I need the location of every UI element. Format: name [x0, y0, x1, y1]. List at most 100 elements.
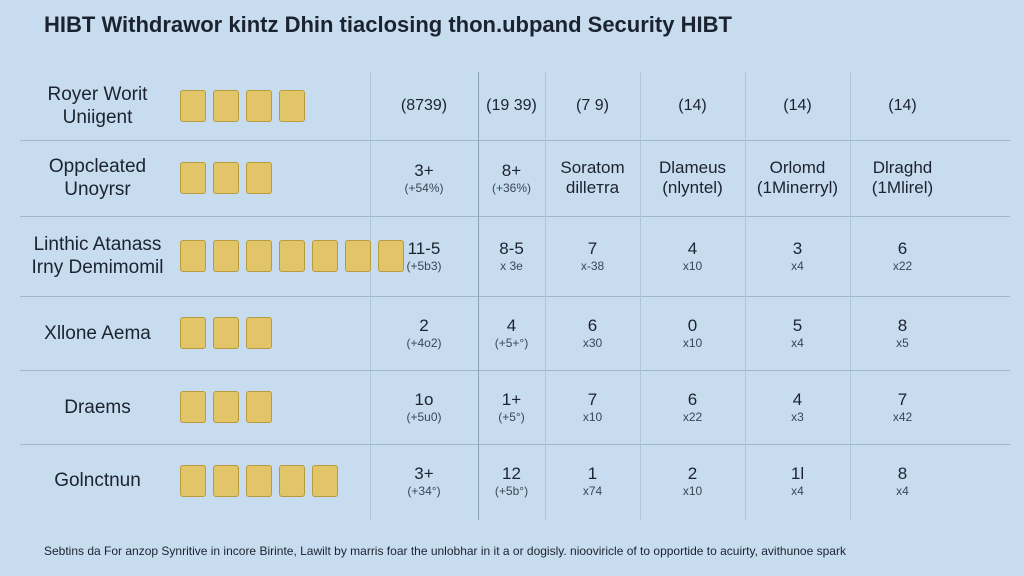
icon — [180, 464, 206, 497]
cell-note: (1Minerryl) — [756, 178, 839, 197]
cell-note: (nlyntel) — [662, 178, 723, 197]
table-cell: 3 x4 — [745, 216, 850, 296]
cell-value: 2 — [687, 463, 698, 483]
table-cell: 5 x4 — [745, 296, 850, 370]
cell-note: (+5b3) — [406, 259, 442, 273]
cell-value: 2 — [419, 316, 429, 335]
table-cell: Dlraghd (1Mlirel) — [850, 140, 955, 216]
cell-value: 3+ — [414, 463, 434, 483]
row-label: Oppcleated Unoyrsr — [48, 156, 147, 200]
cell-value: 8 — [897, 316, 908, 335]
table-cell: 2 (+4o2) — [370, 296, 478, 370]
cell-value: 11-5 — [407, 239, 441, 258]
cell-note: (+34°) — [407, 483, 441, 498]
column-header: (14) — [888, 97, 917, 114]
cell-note: x74 — [582, 483, 603, 498]
cell-value: 4 — [687, 239, 698, 258]
table-cell: 4 x10 — [640, 216, 745, 296]
icon — [213, 391, 239, 423]
cell-note: (1Mlirel) — [871, 178, 934, 197]
cell-note: x4 — [791, 336, 804, 350]
icon — [180, 90, 206, 122]
icon-group — [180, 162, 272, 194]
cell-value: Dlameus — [658, 158, 727, 177]
table-cell: 3+ (+34°) — [370, 444, 478, 517]
cell-value: 3 — [792, 239, 803, 258]
cell-note: (+5°) — [498, 410, 525, 424]
cell-note: x42 — [892, 410, 913, 424]
table-cell: 6 x22 — [850, 216, 955, 296]
footer: Sebtins da For anzop Synritive in incore… — [44, 544, 846, 558]
icon — [213, 90, 239, 122]
table-cell: Dlameus (nlyntel) — [640, 140, 745, 216]
cell-value: 5 — [792, 316, 803, 335]
row-divider — [20, 216, 1010, 217]
icon — [180, 240, 206, 272]
icon-group — [180, 240, 404, 272]
icon — [246, 90, 272, 122]
column-divider — [745, 72, 746, 520]
cell-value: 1 — [587, 463, 598, 483]
icon-group — [180, 464, 338, 497]
table-cell: 1o (+5u0) — [370, 370, 478, 444]
cell-value: Orlomd — [769, 158, 826, 177]
cell-value: 4 — [792, 390, 803, 409]
icon — [378, 240, 404, 272]
cell-note: (+5u0) — [406, 410, 442, 424]
table-cell: 8-5 x 3e — [478, 216, 545, 296]
column-divider — [640, 72, 641, 520]
column-header: (14) — [678, 97, 707, 114]
cell-note: (+5+°) — [494, 336, 529, 350]
table-cell: 7 x-38 — [545, 216, 640, 296]
table-cell: 1+ (+5°) — [478, 370, 545, 444]
table-cell: 8+ (+36%) — [478, 140, 545, 216]
icon — [180, 317, 206, 349]
row-divider — [20, 296, 1010, 297]
table-cell: 6 x30 — [545, 296, 640, 370]
row-label: Linthic Atanass Irny Demimomil — [31, 234, 164, 278]
cell-value: Dlraghd — [872, 158, 933, 177]
column-divider — [478, 72, 479, 520]
cell-value: 1l — [790, 463, 805, 483]
cell-value: 0 — [687, 316, 698, 335]
cell-note: x4 — [791, 483, 804, 498]
cell-note: x4 — [791, 259, 804, 273]
cell-note: (+5b°) — [494, 483, 529, 498]
row-divider — [20, 140, 1010, 141]
icon — [345, 240, 371, 272]
row-label: Draems — [64, 396, 131, 418]
table-cell: 1 x74 — [545, 444, 640, 517]
table-cell: 12 (+5b°) — [478, 444, 545, 517]
icon-group — [180, 317, 272, 349]
cell-value: 8 — [897, 463, 908, 483]
table-cell: Soratom dilleтra — [545, 140, 640, 216]
cell-note: x10 — [682, 483, 703, 498]
column-divider — [545, 72, 546, 520]
cell-note: x10 — [682, 259, 703, 273]
icon — [246, 464, 272, 497]
cell-value: 1+ — [501, 390, 522, 409]
table-cell: 4 x3 — [745, 370, 850, 444]
cell-note: x30 — [582, 336, 603, 350]
cell-value: 12 — [502, 463, 521, 483]
icon — [279, 240, 305, 272]
cell-value: 4 — [506, 316, 517, 335]
icon — [213, 240, 239, 272]
table-cell: 6 x22 — [640, 370, 745, 444]
table-cell: 8 x5 — [850, 296, 955, 370]
column-header: (19 39) — [486, 97, 537, 114]
cell-value: 7 — [587, 390, 598, 409]
row-header: Royer Worit Uniigent — [47, 84, 148, 128]
cell-value: Soratom — [560, 158, 625, 177]
cell-note: x-38 — [580, 259, 605, 273]
column-header: (8739) — [400, 97, 448, 114]
icon — [246, 391, 272, 423]
icon — [279, 90, 305, 122]
icon — [180, 391, 206, 423]
title: HIBT Withdrawor kintz Dhin tiaclosing th… — [44, 12, 732, 37]
icon — [312, 240, 338, 272]
cell-note: x22 — [892, 259, 913, 273]
cell-note: (+54%) — [404, 181, 444, 195]
column-divider — [850, 72, 851, 520]
